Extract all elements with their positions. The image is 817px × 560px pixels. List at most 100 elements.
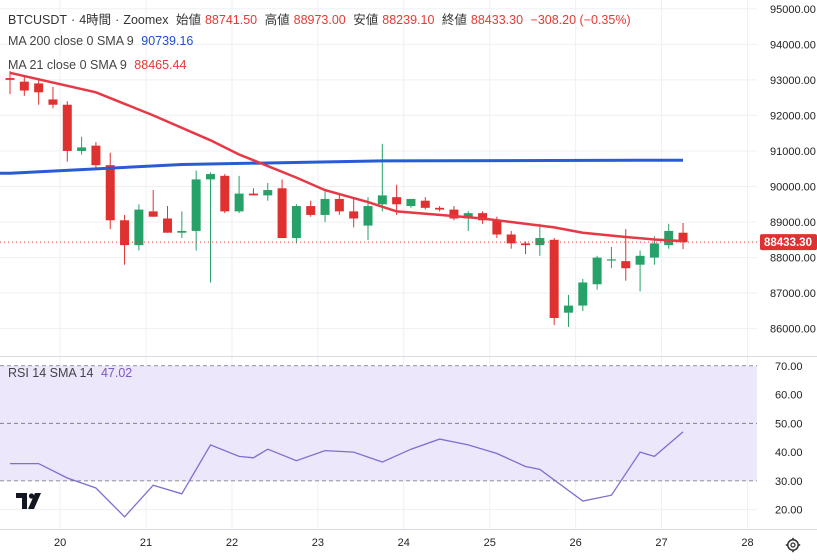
candle[interactable] (392, 184, 402, 215)
candle-body (492, 220, 502, 235)
time-tick-label: 24 (398, 537, 410, 549)
candle[interactable] (563, 294, 573, 327)
candle[interactable] (248, 188, 258, 196)
time-tick-label: 28 (741, 537, 753, 549)
candle[interactable] (377, 143, 387, 212)
candle-body (205, 174, 215, 180)
ma21-line (9, 71, 684, 243)
candle[interactable] (77, 136, 87, 155)
ma21-legend[interactable]: MA 21 close 0 SMA 9 88465.44 (8, 58, 190, 72)
ma200-legend[interactable]: MA 200 close 0 SMA 9 90739.16 (8, 34, 197, 48)
candle-body (349, 211, 359, 219)
time-tick-label: 27 (655, 537, 667, 549)
candle[interactable] (277, 179, 287, 239)
candle[interactable] (34, 78, 44, 105)
candle[interactable] (349, 198, 359, 228)
candle[interactable] (5, 70, 15, 95)
rsi-legend[interactable]: RSI 14 SMA 14 47.02 (8, 366, 136, 380)
last-price-tag: 88433.30 (760, 234, 817, 251)
candle[interactable] (148, 190, 158, 217)
candle[interactable] (91, 142, 101, 169)
price-tick-label: 89000.00 (770, 217, 816, 229)
candle[interactable] (363, 197, 373, 240)
candle[interactable] (664, 223, 674, 249)
candle-body (77, 147, 87, 151)
candle-body (62, 104, 72, 151)
symbol[interactable]: BTCUSDT (8, 13, 68, 27)
candle-body (148, 211, 158, 217)
time-axis: 20 21 22 23 24 25 26 27 28 (54, 537, 754, 549)
tradingview-logo-icon[interactable] (14, 490, 46, 512)
interval[interactable]: 4時間 (79, 13, 112, 27)
candle[interactable] (406, 198, 416, 208)
candle[interactable] (263, 182, 273, 201)
candle[interactable] (220, 174, 230, 214)
candle[interactable] (463, 211, 473, 231)
rsi-tick-label: 70.00 (775, 361, 803, 373)
candle-body (34, 83, 44, 93)
candle[interactable] (291, 204, 301, 244)
gear-icon[interactable] (785, 537, 801, 553)
candle[interactable] (19, 76, 29, 96)
low-value: 88239.10 (382, 13, 435, 27)
candle-body (220, 175, 230, 212)
candle[interactable] (306, 200, 316, 217)
candle[interactable] (205, 172, 215, 283)
candle[interactable] (635, 250, 645, 292)
candle[interactable] (120, 214, 130, 265)
candle[interactable] (105, 152, 115, 230)
candle-body (449, 209, 459, 219)
price-tick-label: 94000.00 (770, 39, 816, 51)
price-tick-label: 88000.00 (770, 253, 816, 265)
rsi-tick-label: 20.00 (775, 505, 803, 517)
candle-body (592, 257, 602, 285)
candle[interactable] (48, 86, 58, 109)
ma200-line (0, 158, 684, 175)
candle[interactable] (549, 238, 559, 326)
candle-body (377, 195, 387, 205)
candle[interactable] (678, 223, 688, 250)
candle-body (678, 232, 688, 243)
candle[interactable] (320, 190, 330, 223)
candle-body (406, 198, 416, 207)
candle[interactable] (521, 241, 531, 255)
candle[interactable] (606, 246, 616, 269)
price-tick-label: 90000.00 (770, 181, 816, 193)
candle[interactable] (506, 230, 516, 249)
candle[interactable] (191, 170, 201, 251)
exchange: Zoomex (123, 13, 169, 27)
change-value: −308.20 (−0.35%) (530, 13, 631, 27)
candle[interactable] (420, 197, 430, 210)
close-value: 88433.30 (470, 13, 524, 27)
candle[interactable] (649, 236, 659, 265)
candle[interactable] (578, 278, 588, 311)
candle-body (606, 259, 616, 261)
candle[interactable] (449, 206, 459, 221)
candle[interactable] (234, 175, 244, 214)
candle-body (291, 206, 301, 239)
price-tick-label: 92000.00 (770, 110, 816, 122)
rsi-tick-label: 50.00 (775, 418, 803, 430)
candle-body (120, 220, 130, 246)
candle-body (392, 197, 402, 205)
candle-body (91, 145, 101, 166)
candle-body (48, 99, 58, 105)
high-value: 88973.00 (293, 13, 346, 27)
candle[interactable] (134, 204, 144, 251)
candles (5, 70, 688, 327)
candle[interactable] (334, 193, 344, 215)
candle[interactable] (177, 211, 187, 239)
candle[interactable] (592, 255, 602, 290)
price-tick-label: 87000.00 (770, 288, 816, 300)
candle[interactable] (435, 206, 445, 212)
candle[interactable] (535, 223, 545, 256)
candle[interactable] (163, 206, 173, 233)
high-label: 高値 (264, 13, 290, 27)
ma200-label: MA 200 close 0 SMA 9 (8, 34, 134, 48)
time-tick-label: 25 (484, 537, 496, 549)
close-label: 終値 (441, 13, 467, 27)
candle-body (521, 243, 531, 246)
candle-body (19, 81, 29, 91)
candle[interactable] (62, 101, 72, 162)
